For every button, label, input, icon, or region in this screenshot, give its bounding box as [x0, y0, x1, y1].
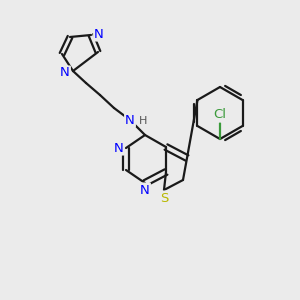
- Text: H: H: [139, 116, 147, 126]
- Text: S: S: [160, 191, 168, 205]
- Text: N: N: [140, 184, 150, 196]
- Text: Cl: Cl: [214, 109, 226, 122]
- Text: N: N: [94, 28, 104, 40]
- Text: N: N: [125, 113, 135, 127]
- Text: N: N: [114, 142, 124, 154]
- Text: N: N: [60, 67, 70, 80]
